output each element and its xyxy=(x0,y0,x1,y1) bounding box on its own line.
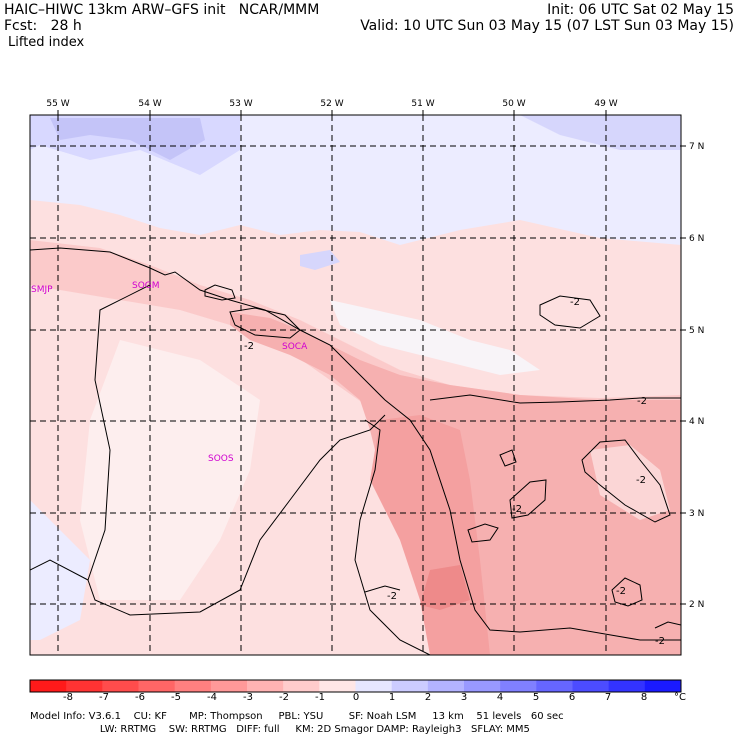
colorbar-label: -5 xyxy=(171,692,181,703)
colorbar-swatch xyxy=(355,680,393,692)
colorbar-unit: °C xyxy=(674,692,686,703)
coastline xyxy=(30,247,681,641)
colorbar xyxy=(30,680,682,692)
colorbar-swatch xyxy=(30,680,67,692)
contour-loop-6 xyxy=(467,523,499,543)
border-amapa xyxy=(354,419,431,655)
lon-label: 54 W xyxy=(138,99,161,109)
model-info-line1: Model Info: V3.6.1 CU: KF MP: Thompson P… xyxy=(30,711,564,722)
colorbar-swatch xyxy=(102,680,139,692)
colorbar-swatch xyxy=(464,680,501,692)
lon-label: 55 W xyxy=(46,99,69,109)
station-label: SMJP xyxy=(31,285,53,295)
colorbar-swatch xyxy=(138,680,176,692)
colorbar-label: 2 xyxy=(424,692,432,703)
model-info-line2: LW: RRTMG SW: RRTMG DIFF: full KM: 2D Sm… xyxy=(30,724,530,735)
init-time: Init: 06 UTC Sat 02 May 15 xyxy=(547,2,734,18)
colorbar-label: 3 xyxy=(460,692,468,703)
field-light-blue-sw xyxy=(30,500,90,640)
contour-loop-2 xyxy=(229,307,301,339)
lon-label: 51 W xyxy=(411,99,434,109)
station-label: SOCA xyxy=(282,342,308,352)
colorbar-frame xyxy=(29,679,682,693)
graticule xyxy=(30,115,681,655)
colorbar-label: -1 xyxy=(315,692,325,703)
forecast-hour: Fcst: 28 h xyxy=(4,18,82,34)
field-blue-patch xyxy=(300,250,340,270)
contour-loop-8 xyxy=(611,577,643,607)
contour-label: -2 xyxy=(636,475,646,486)
lat-label: 4 N xyxy=(689,417,704,427)
colorbar-swatch xyxy=(572,680,610,692)
colorbar-swatch xyxy=(500,680,537,692)
border-south xyxy=(30,559,89,581)
contour-label: -2 xyxy=(616,586,626,597)
colorbar-label: -8 xyxy=(63,692,73,703)
lat-label: 6 N xyxy=(689,234,704,244)
contour-label: -2 xyxy=(570,297,580,308)
colorbar-label: 7 xyxy=(604,692,612,703)
colorbar-label: 5 xyxy=(532,692,540,703)
contour-line-south xyxy=(364,585,401,593)
lon-label: 49 W xyxy=(594,99,617,109)
chart-title: HAIC–HIWC 13km ARW–GFS init NCAR/MMM xyxy=(4,2,320,18)
contour-label: -2 xyxy=(512,504,522,515)
contour-loop-3 xyxy=(539,295,601,329)
colorbar-swatch xyxy=(247,680,284,692)
colorbar-swatch xyxy=(210,680,248,692)
border-suriname xyxy=(87,268,386,616)
field-pale-ne xyxy=(590,445,670,520)
contour-loop-4 xyxy=(499,449,517,467)
contour-loop-7 xyxy=(581,439,671,523)
lon-label: 52 W xyxy=(320,99,343,109)
coast-and-contours xyxy=(30,247,681,655)
colorbar-label: 8 xyxy=(640,692,648,703)
colorbar-swatch xyxy=(644,680,682,692)
colorbar-label: -7 xyxy=(99,692,109,703)
lat-label: 2 N xyxy=(689,600,704,610)
field-white-offshore xyxy=(330,300,540,375)
contour-line-se xyxy=(654,621,681,629)
colorbar-label: -6 xyxy=(135,692,145,703)
colorbar-swatch xyxy=(391,680,429,692)
contour-loop-5 xyxy=(509,479,547,519)
lat-label: 3 N xyxy=(689,509,704,519)
lat-label: 7 N xyxy=(689,142,704,152)
field-interior-pale xyxy=(80,340,260,600)
colorbar-swatch xyxy=(283,680,320,692)
field-blue-ne xyxy=(520,115,681,150)
colorbar-label: -3 xyxy=(243,692,253,703)
contour-loop-1 xyxy=(204,284,236,301)
contour-label: -2 xyxy=(655,636,665,647)
colorbar-label: 1 xyxy=(388,692,396,703)
field-blue-core xyxy=(50,118,205,160)
colorbar-swatch xyxy=(66,680,103,692)
colorbar-label: -2 xyxy=(279,692,289,703)
station-label: SOOS xyxy=(208,454,234,464)
contour-line-offshore xyxy=(429,394,681,404)
colorbar-swatch xyxy=(427,680,465,692)
lon-label: 50 W xyxy=(502,99,525,109)
station-label: SOGM xyxy=(132,281,160,291)
colorbar-swatch xyxy=(536,680,573,692)
colorbar-swatch xyxy=(174,680,212,692)
contour-label: -2 xyxy=(637,396,647,407)
contour-label: -2 xyxy=(387,591,397,602)
contour-label: -2 xyxy=(244,341,254,352)
colorbar-label: -4 xyxy=(207,692,217,703)
field-salmon-max xyxy=(420,565,470,610)
colorbar-swatch xyxy=(608,680,646,692)
lifted-index-field xyxy=(30,115,681,655)
colorbar-label: 6 xyxy=(568,692,576,703)
colorbar-label: 4 xyxy=(496,692,504,703)
lon-label: 53 W xyxy=(229,99,252,109)
colorbar-swatch xyxy=(319,680,356,692)
axis-ticks xyxy=(57,110,686,605)
lat-label: 5 N xyxy=(689,326,704,336)
valid-time: Valid: 10 UTC Sun 03 May 15 (07 LST Sun … xyxy=(360,18,734,34)
field-name: Lifted index xyxy=(8,35,85,50)
map-frame xyxy=(29,114,682,656)
colorbar-label: 0 xyxy=(352,692,360,703)
